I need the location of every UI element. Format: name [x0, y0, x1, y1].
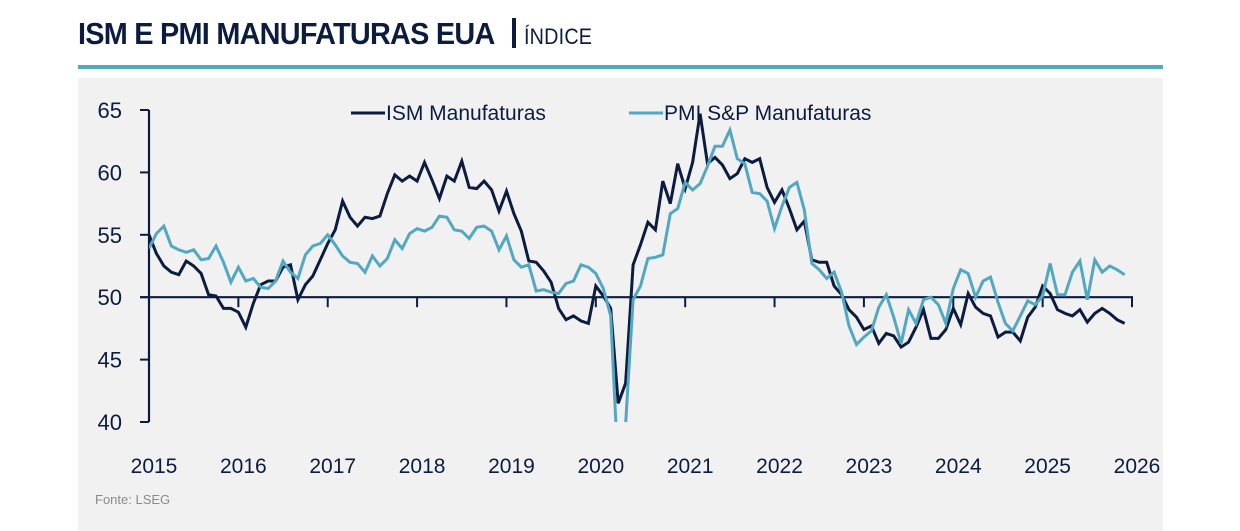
series-group [149, 113, 1126, 422]
legend: ISM Manufaturas PMI S&P Manufaturas [351, 102, 871, 125]
x-tick-label: 2025 [1024, 455, 1071, 478]
chart-subtitle: ÍNDICE [523, 24, 593, 49]
chart-title: ISM E PMI MANUFATURAS EUA [78, 16, 495, 51]
legend-item-ism: ISM Manufaturas [351, 102, 546, 125]
title-underline [78, 65, 1163, 69]
x-tick-label: 2018 [399, 455, 446, 478]
y-tick-label: 65 [98, 98, 122, 123]
chart-header: ISM E PMI MANUFATURAS EUA ÍNDICE [78, 14, 600, 58]
x-tick-label: 2020 [577, 455, 624, 478]
y-tick-label: 40 [98, 410, 122, 435]
y-axis: 40 45 50 55 60 65 [98, 98, 151, 435]
legend-label: ISM Manufaturas [386, 102, 546, 125]
x-tick-label: 2022 [756, 455, 803, 478]
chart-panel: 40 45 50 55 60 65 2015 2016 2017 2018 2019 2020 202… [78, 78, 1163, 531]
x-tick-label: 2017 [309, 455, 356, 478]
y-tick-label: 50 [98, 285, 122, 310]
series-line-ism [149, 113, 1126, 404]
y-tick-label: 55 [98, 223, 122, 248]
x-tick-label: 2024 [935, 455, 982, 478]
x-tick-label: 2021 [667, 455, 714, 478]
x-axis: 2015 2016 2017 2018 2019 2020 2021 2022 2023 2024… [131, 296, 1161, 478]
x-tick-label: 2016 [220, 455, 267, 478]
legend-label: PMI S&P Manufaturas [664, 102, 871, 125]
title-separator [511, 18, 516, 48]
x-tick-label: 2015 [131, 455, 178, 478]
line-chart: 40 45 50 55 60 65 2015 2016 2017 2018 2019 2020 202… [98, 98, 1161, 478]
x-tick-label: 2026 [1114, 455, 1161, 478]
y-tick-label: 45 [98, 348, 122, 373]
x-tick-label: 2023 [846, 455, 893, 478]
series-line-pmi [149, 125, 1126, 422]
y-tick-label: 60 [98, 160, 122, 185]
source-note: Fonte: LSEG [95, 492, 171, 507]
legend-item-pmi: PMI S&P Manufaturas [629, 102, 871, 125]
x-tick-label: 2019 [488, 455, 535, 478]
